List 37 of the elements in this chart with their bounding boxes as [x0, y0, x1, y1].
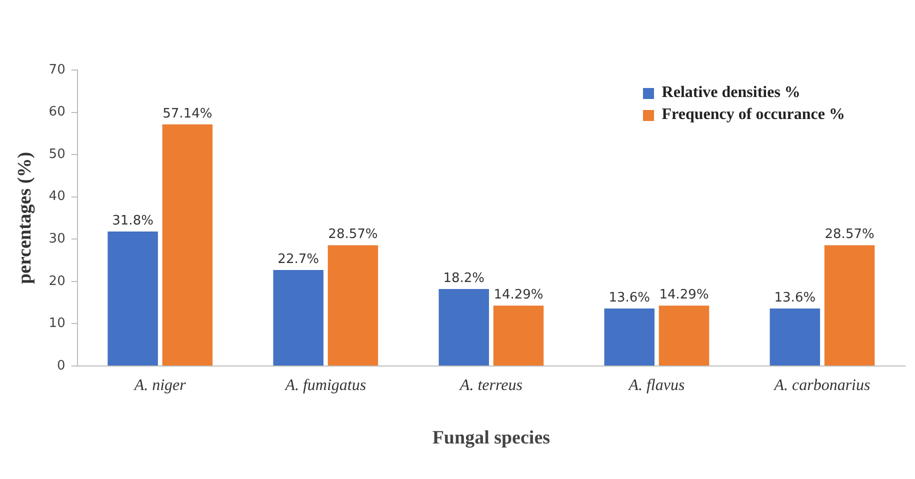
bar [658, 306, 710, 366]
x-tick-label: A. fumigatus [284, 376, 366, 394]
data-label: 14.29% [659, 287, 709, 302]
y-tick-label: 20 [48, 274, 66, 289]
y-tick-label: 60 [48, 104, 66, 120]
data-label: 57.14% [162, 106, 212, 122]
y-tick-label: 40 [48, 189, 66, 204]
x-axis-title: Fungal species [432, 428, 550, 449]
data-label: 22.7% [278, 252, 319, 267]
y-tick-label: 30 [48, 232, 66, 247]
x-tick-label: A. carbonarius [773, 376, 870, 394]
y-tick-label: 0 [57, 358, 66, 374]
y-tick-label: 70 [48, 62, 66, 78]
y-tick-label: 10 [48, 316, 66, 332]
x-tick-label: A. niger [133, 376, 187, 394]
legend-label: Relative densities % [662, 84, 800, 102]
y-tick-label: 50 [48, 146, 66, 162]
data-label: 18.2% [443, 270, 485, 286]
legend-label: Frequency of occurance % [662, 106, 845, 124]
bar [493, 306, 544, 366]
y-axis-title: percentages (%) [14, 152, 36, 284]
data-label: 14.29% [494, 287, 544, 302]
bar [273, 270, 324, 366]
data-label: 13.6% [608, 290, 650, 306]
data-label: 13.6% [774, 290, 816, 306]
bar [328, 245, 378, 366]
bar [770, 308, 820, 366]
bar [604, 308, 655, 366]
data-label: 31.8% [112, 213, 154, 228]
bar [162, 124, 213, 366]
data-label: 28.57% [824, 227, 874, 242]
data-label: 28.57% [328, 227, 378, 242]
bar [438, 289, 489, 366]
bar [824, 245, 875, 366]
x-tick-label: A. flavus [628, 376, 685, 394]
x-tick-label: A. terreus [458, 376, 522, 394]
bar [108, 232, 158, 366]
